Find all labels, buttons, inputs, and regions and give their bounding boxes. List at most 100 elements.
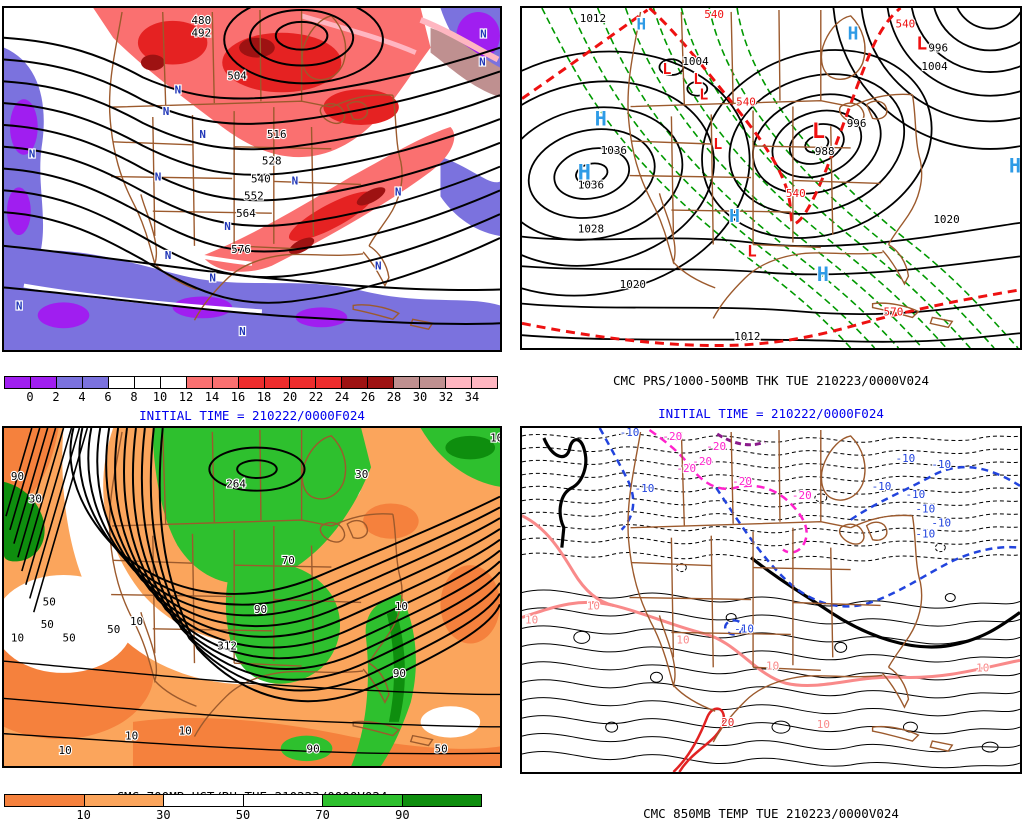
contour-label: 50: [63, 632, 76, 645]
high-marker: H: [578, 161, 591, 186]
contour-label: -20: [676, 462, 696, 475]
contour-label: 10: [587, 599, 600, 612]
zero-line: [542, 437, 1020, 649]
neg-vort-marker: N: [165, 249, 172, 262]
colorbar-tick: 14: [204, 390, 220, 404]
colorbar-tick: 28: [386, 390, 402, 404]
colorbar-tick: 10: [152, 390, 168, 404]
colorbar-tick: 10: [76, 808, 91, 819]
contour-label: 1012: [734, 330, 760, 343]
map-prs-thickness: 1012 1004 996 1004 1036 1036 1028 1020 1020 1012 9…: [520, 6, 1022, 350]
contour-label: -10: [931, 517, 951, 530]
neg-vort-marker: N: [239, 325, 246, 338]
neg-vort-marker: N: [292, 174, 299, 187]
contour-label: -10: [635, 482, 655, 495]
contour-label: 10: [766, 659, 779, 672]
colorbar-swatches: [4, 794, 482, 807]
colorbar-tick: 2: [52, 390, 60, 404]
contour-label: -10: [872, 480, 892, 493]
colorbar-segment: [290, 377, 317, 388]
humidity-colorbar: 10 30 50 70 90: [4, 794, 482, 819]
contour-label: 570: [884, 306, 904, 319]
panel-title: CMC 850MB TEMP TUE 210223/0000V024: [643, 806, 899, 819]
contour-label: 90: [254, 603, 267, 616]
colorbar-segment: [56, 377, 83, 388]
colorbar-segment: [5, 377, 31, 388]
contour-label: 1020: [933, 213, 959, 226]
contour-label: -10: [905, 488, 925, 501]
contour-label: 516: [267, 128, 287, 141]
contour-label: 988: [815, 145, 835, 158]
contour-label: 492: [191, 27, 211, 40]
colorbar-segment: [84, 795, 164, 806]
high-marker: H: [729, 206, 740, 227]
colorbar-segment: [30, 377, 57, 388]
vorticity-fill-layer: [4, 8, 500, 350]
colorbar-segment: [243, 795, 323, 806]
contour-label: 1028: [578, 223, 604, 236]
colorbar-segment: [5, 795, 85, 806]
critical-thickness-lines: [522, 8, 1020, 347]
neg-vort-marker: N: [199, 128, 206, 141]
low-marker: L: [699, 86, 708, 104]
contour-label: 10: [490, 432, 500, 445]
contour-label: 50: [41, 618, 54, 631]
height-rh-contours: [4, 428, 500, 755]
contour-label: 540: [896, 18, 916, 31]
low-marker: L: [812, 119, 825, 144]
colorbar-tick-labels: 0 2 4 6 8 10 12 14 16 18 20 22 24 26 28 30 32 34: [4, 389, 498, 404]
contour-label: -20: [662, 430, 682, 443]
contour-label: 528: [262, 155, 282, 168]
neg-vort-marker: N: [224, 220, 231, 233]
colorbar-tick: 30: [156, 808, 171, 819]
map-labels-850: -10-10 -10-10 -10-10-10-10-10-10-20-20-20-…: [524, 428, 991, 732]
low-marker: L: [916, 33, 927, 54]
map-labels-700: 264 312 30 90 30 70 50 50 50 50 50 10 10 10 10 10 10 10 90…: [10, 431, 500, 759]
colorbar-segment: [134, 377, 161, 388]
contour-label: 1004: [682, 55, 709, 68]
contour-label: 10: [59, 744, 72, 757]
humidity-fill-layer: [4, 428, 500, 766]
contour-label: 10: [525, 613, 538, 626]
neg-vort-marker: N: [175, 83, 182, 96]
colorbar-tick: 90: [395, 808, 410, 819]
panel-title: CMC PRS/1000-500MB THK TUE 210223/0000V0…: [612, 373, 930, 388]
contour-label: 30: [29, 493, 42, 506]
contour-label: 20: [721, 716, 734, 729]
colorbar-segment: [238, 377, 265, 388]
contour-label: 1004: [921, 60, 948, 73]
contour-label: 480: [191, 14, 211, 27]
contour-label: 1012: [580, 12, 606, 25]
contour-label: -10: [620, 428, 640, 439]
colorbar-tick: 34: [464, 390, 480, 404]
low-marker: L: [747, 241, 757, 260]
contour-label: 576: [231, 243, 251, 256]
neg-vort-marker: N: [395, 185, 402, 198]
colorbar-segment: [212, 377, 239, 388]
colorbar-segment: [186, 377, 213, 388]
colorbar-tick: 4: [78, 390, 86, 404]
neg-vort-marker: N: [479, 55, 486, 68]
contour-label: 10: [817, 718, 830, 731]
neg-vort-marker: N: [480, 28, 487, 41]
colorbar-segment: [342, 377, 369, 388]
initial-time: INITIAL TIME = 210222/0000F024: [139, 408, 365, 423]
low-marker: L: [713, 135, 722, 153]
neg-vort-marker: N: [155, 170, 162, 183]
colorbar-tick: 70: [315, 808, 330, 819]
contour-label: 996: [847, 117, 867, 130]
caption-thickness: CMC PRS/1000-500MB THK TUE 210223/0000V0…: [520, 353, 1022, 441]
colorbar-segment: [420, 377, 447, 388]
contour-label: 90: [11, 470, 24, 483]
colorbar-segment: [316, 377, 343, 388]
contour-label: -10: [734, 622, 754, 635]
low-marker: L: [662, 60, 671, 78]
contour-label: 10: [125, 730, 138, 743]
high-marker: H: [595, 107, 607, 130]
colorbar-segment: [446, 377, 473, 388]
contour-label: 540: [736, 96, 756, 109]
neg-vort-marker: N: [375, 260, 382, 273]
colorbar-tick: 20: [282, 390, 298, 404]
